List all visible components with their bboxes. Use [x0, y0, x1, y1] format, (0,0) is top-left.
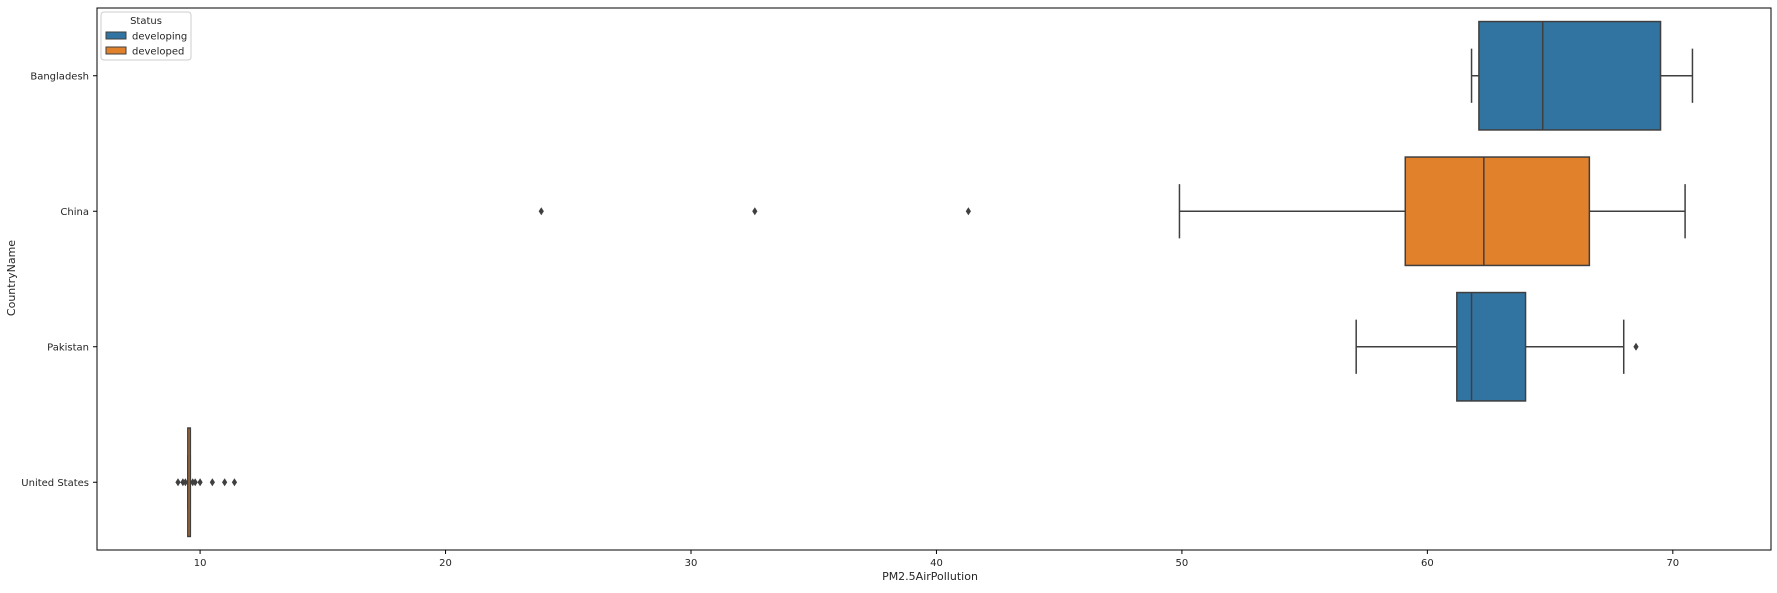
- outlier-united-states-6: [209, 478, 215, 487]
- x-tick-label-30: 30: [685, 558, 698, 569]
- plot-frame: [96, 7, 1772, 551]
- outlier-united-states-5: [197, 478, 203, 487]
- outlier-china-2: [965, 207, 971, 216]
- box-bangladesh: [1478, 20, 1662, 131]
- box-pakistan: [1456, 291, 1527, 402]
- outlier-united-states-7: [222, 478, 228, 487]
- x-tick-label-10: 10: [194, 558, 207, 569]
- y-tick-label-united-states: United States: [21, 478, 89, 489]
- legend-label-developing: developing: [132, 32, 187, 43]
- outlier-united-states-4: [192, 478, 198, 487]
- y-axis-label: CountryName: [5, 240, 18, 316]
- box-china: [1404, 156, 1591, 267]
- y-tick-label-pakistan: Pakistan: [47, 342, 89, 353]
- x-tick-label-40: 40: [930, 558, 943, 569]
- outlier-united-states-2: [182, 478, 188, 487]
- legend-swatch-developing: [105, 31, 127, 40]
- y-tick-label-china: China: [60, 207, 89, 218]
- x-axis-label: PM2.5AirPollution: [882, 570, 978, 583]
- outlier-united-states-0: [175, 478, 181, 487]
- x-tick-label-70: 70: [1666, 558, 1679, 569]
- x-tick-label-20: 20: [439, 558, 452, 569]
- outlier-china-1: [752, 207, 758, 216]
- legend-swatch-developed: [105, 46, 127, 55]
- x-tick-label-50: 50: [1176, 558, 1189, 569]
- legend-title: Status: [130, 16, 162, 27]
- outlier-pakistan-0: [1633, 342, 1639, 351]
- outlier-united-states-8: [231, 478, 238, 487]
- outlier-china-0: [538, 207, 544, 216]
- legend-label-developed: developed: [132, 47, 184, 58]
- y-tick-label-bangladesh: Bangladesh: [30, 71, 89, 82]
- x-tick-label-60: 60: [1421, 558, 1434, 569]
